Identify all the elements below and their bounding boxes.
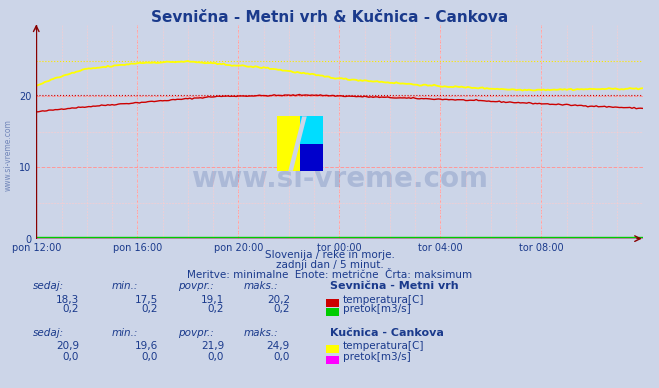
Text: temperatura[C]: temperatura[C] xyxy=(343,341,424,351)
Text: sedaj:: sedaj: xyxy=(33,281,64,291)
Text: pretok[m3/s]: pretok[m3/s] xyxy=(343,304,411,314)
Text: 21,9: 21,9 xyxy=(201,341,224,351)
Text: 0,0: 0,0 xyxy=(273,352,290,362)
Text: 20,9: 20,9 xyxy=(56,341,79,351)
Text: zadnji dan / 5 minut.: zadnji dan / 5 minut. xyxy=(275,260,384,270)
Text: 0,0: 0,0 xyxy=(142,352,158,362)
Text: 18,3: 18,3 xyxy=(56,294,79,305)
Text: www.si-vreme.com: www.si-vreme.com xyxy=(3,119,13,191)
Text: 0,2: 0,2 xyxy=(63,304,79,314)
Text: 0,0: 0,0 xyxy=(208,352,224,362)
Text: povpr.:: povpr.: xyxy=(178,327,214,338)
Text: maks.:: maks.: xyxy=(244,281,279,291)
Bar xyxy=(300,116,323,144)
Text: 0,2: 0,2 xyxy=(142,304,158,314)
Text: temperatura[C]: temperatura[C] xyxy=(343,294,424,305)
Text: 19,6: 19,6 xyxy=(135,341,158,351)
Text: min.:: min.: xyxy=(112,281,138,291)
Text: Kučnica - Cankova: Kučnica - Cankova xyxy=(330,327,444,338)
Text: povpr.:: povpr.: xyxy=(178,281,214,291)
Text: min.:: min.: xyxy=(112,327,138,338)
Text: 24,9: 24,9 xyxy=(267,341,290,351)
Text: Sevnična - Metni vrh: Sevnična - Metni vrh xyxy=(330,281,458,291)
Text: sedaj:: sedaj: xyxy=(33,327,64,338)
Text: 0,0: 0,0 xyxy=(63,352,79,362)
Text: Meritve: minimalne  Enote: metrične  Črta: maksimum: Meritve: minimalne Enote: metrične Črta:… xyxy=(187,270,472,280)
Text: Sevnična - Metni vrh & Kučnica - Cankova: Sevnična - Metni vrh & Kučnica - Cankova xyxy=(151,10,508,25)
Text: 19,1: 19,1 xyxy=(201,294,224,305)
Text: Slovenija / reke in morje.: Slovenija / reke in morje. xyxy=(264,250,395,260)
Polygon shape xyxy=(289,116,307,171)
Text: 0,2: 0,2 xyxy=(273,304,290,314)
Text: 17,5: 17,5 xyxy=(135,294,158,305)
Bar xyxy=(300,144,323,171)
Bar xyxy=(277,116,300,171)
Text: 20,2: 20,2 xyxy=(267,294,290,305)
Text: www.si-vreme.com: www.si-vreme.com xyxy=(191,165,488,193)
Text: 0,2: 0,2 xyxy=(208,304,224,314)
Text: maks.:: maks.: xyxy=(244,327,279,338)
Text: pretok[m3/s]: pretok[m3/s] xyxy=(343,352,411,362)
